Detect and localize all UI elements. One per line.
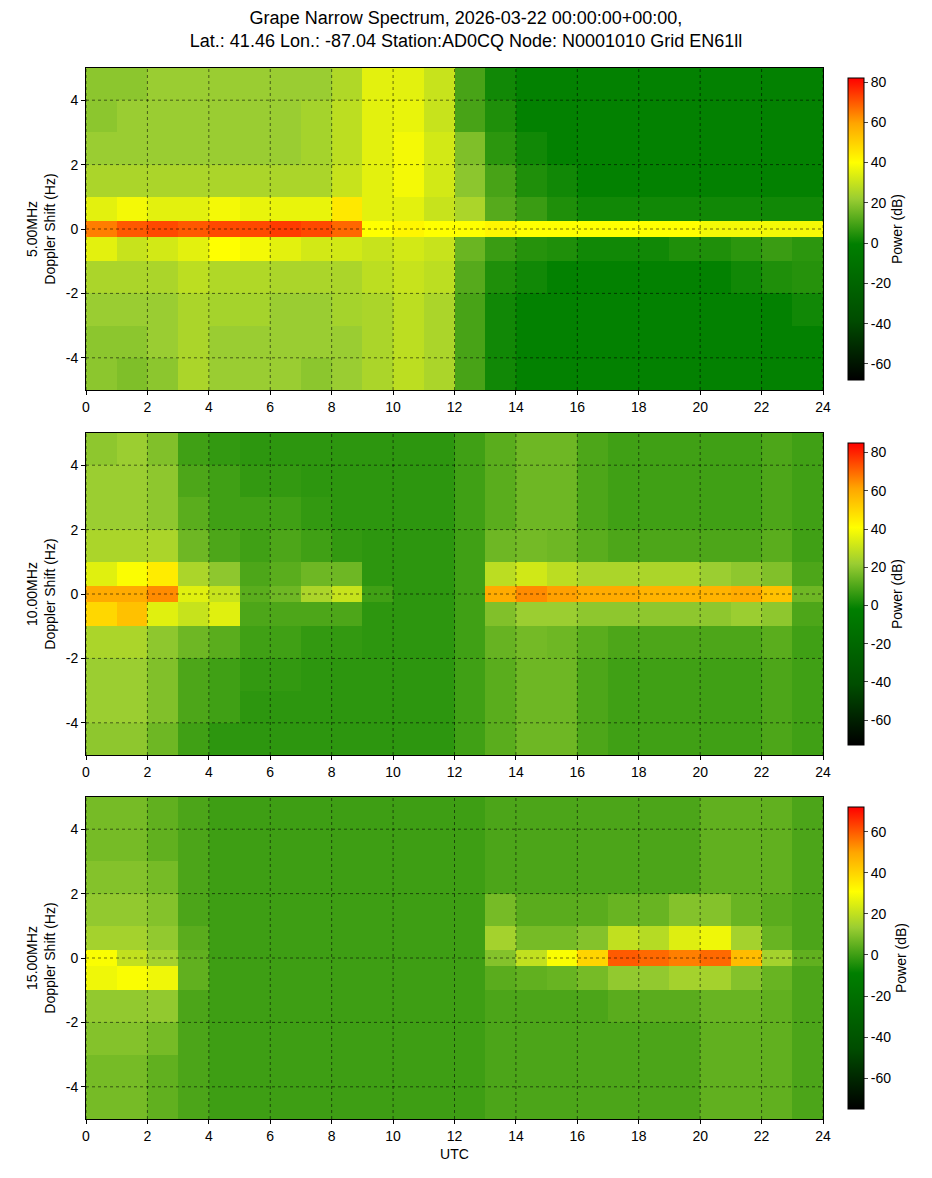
svg-text:80: 80 xyxy=(871,74,887,90)
svg-text:0: 0 xyxy=(82,1128,90,1144)
svg-text:18: 18 xyxy=(631,1128,647,1144)
svg-text:4: 4 xyxy=(205,764,213,780)
svg-text:18: 18 xyxy=(631,764,647,780)
svg-text:6: 6 xyxy=(266,399,274,415)
svg-text:18: 18 xyxy=(631,399,647,415)
svg-text:6: 6 xyxy=(266,764,274,780)
svg-text:40: 40 xyxy=(871,521,887,537)
svg-text:16: 16 xyxy=(570,1128,586,1144)
svg-text:8: 8 xyxy=(328,764,336,780)
svg-text:Power (dB): Power (dB) xyxy=(893,923,909,993)
svg-text:2: 2 xyxy=(70,886,78,902)
svg-text:16: 16 xyxy=(570,399,586,415)
svg-text:60: 60 xyxy=(871,483,887,499)
svg-text:40: 40 xyxy=(871,154,887,170)
svg-text:16: 16 xyxy=(570,764,586,780)
svg-text:-60: -60 xyxy=(871,712,891,728)
svg-text:4: 4 xyxy=(70,457,78,473)
svg-text:20: 20 xyxy=(871,559,887,575)
svg-text:0: 0 xyxy=(70,586,78,602)
svg-text:4: 4 xyxy=(205,399,213,415)
svg-text:20: 20 xyxy=(692,399,708,415)
svg-text:40: 40 xyxy=(871,865,887,881)
svg-text:-40: -40 xyxy=(871,1029,891,1045)
svg-text:-2: -2 xyxy=(66,1014,79,1030)
svg-text:4: 4 xyxy=(70,821,78,837)
svg-text:15.00MHzDoppler Shift (Hz): 15.00MHzDoppler Shift (Hz) xyxy=(24,902,58,1013)
svg-text:0: 0 xyxy=(871,597,879,613)
svg-text:2: 2 xyxy=(144,399,152,415)
svg-text:0: 0 xyxy=(82,399,90,415)
svg-text:2: 2 xyxy=(70,522,78,538)
svg-text:14: 14 xyxy=(508,1128,524,1144)
svg-text:-4: -4 xyxy=(66,350,79,366)
svg-text:10: 10 xyxy=(385,1128,401,1144)
svg-text:-4: -4 xyxy=(66,1079,79,1095)
svg-text:12: 12 xyxy=(447,764,463,780)
svg-text:10.00MHzDoppler Shift (Hz): 10.00MHzDoppler Shift (Hz) xyxy=(24,538,58,649)
svg-text:0: 0 xyxy=(871,235,879,251)
svg-text:20: 20 xyxy=(871,195,887,211)
svg-text:20: 20 xyxy=(692,764,708,780)
svg-text:0: 0 xyxy=(70,950,78,966)
svg-text:60: 60 xyxy=(871,114,887,130)
svg-text:20: 20 xyxy=(871,906,887,922)
svg-text:10: 10 xyxy=(385,399,401,415)
svg-text:24: 24 xyxy=(815,1128,831,1144)
svg-text:24: 24 xyxy=(815,399,831,415)
svg-text:Power (dB): Power (dB) xyxy=(889,559,905,629)
svg-text:-20: -20 xyxy=(871,988,891,1004)
svg-text:-2: -2 xyxy=(66,285,79,301)
svg-text:24: 24 xyxy=(815,764,831,780)
svg-text:-20: -20 xyxy=(871,636,891,652)
svg-text:-60: -60 xyxy=(871,1070,891,1086)
svg-text:0: 0 xyxy=(871,947,879,963)
svg-text:2: 2 xyxy=(144,1128,152,1144)
svg-text:-60: -60 xyxy=(871,356,891,372)
svg-text:6: 6 xyxy=(266,1128,274,1144)
svg-text:12: 12 xyxy=(447,1128,463,1144)
svg-text:80: 80 xyxy=(871,444,887,460)
svg-text:22: 22 xyxy=(754,764,770,780)
svg-text:Grape Narrow Spectrum, 2026-03: Grape Narrow Spectrum, 2026-03-22 00:00:… xyxy=(190,8,742,51)
svg-text:10: 10 xyxy=(385,764,401,780)
svg-text:20: 20 xyxy=(692,1128,708,1144)
svg-text:4: 4 xyxy=(70,92,78,108)
svg-text:2: 2 xyxy=(70,157,78,173)
svg-text:0: 0 xyxy=(82,764,90,780)
svg-text:22: 22 xyxy=(754,1128,770,1144)
svg-text:60: 60 xyxy=(871,824,887,840)
svg-text:UTC: UTC xyxy=(440,1146,469,1162)
svg-text:14: 14 xyxy=(508,399,524,415)
svg-text:-40: -40 xyxy=(871,316,891,332)
svg-text:8: 8 xyxy=(328,1128,336,1144)
svg-text:22: 22 xyxy=(754,399,770,415)
svg-text:-4: -4 xyxy=(66,715,79,731)
svg-text:14: 14 xyxy=(508,764,524,780)
svg-text:-40: -40 xyxy=(871,674,891,690)
svg-text:12: 12 xyxy=(447,399,463,415)
svg-text:5.00MHzDoppler Shift (Hz): 5.00MHzDoppler Shift (Hz) xyxy=(24,173,58,284)
svg-text:Power (dB): Power (dB) xyxy=(889,194,905,264)
svg-text:2: 2 xyxy=(144,764,152,780)
svg-text:-2: -2 xyxy=(66,650,79,666)
svg-text:-20: -20 xyxy=(871,275,891,291)
svg-text:8: 8 xyxy=(328,399,336,415)
svg-text:0: 0 xyxy=(70,221,78,237)
svg-text:4: 4 xyxy=(205,1128,213,1144)
